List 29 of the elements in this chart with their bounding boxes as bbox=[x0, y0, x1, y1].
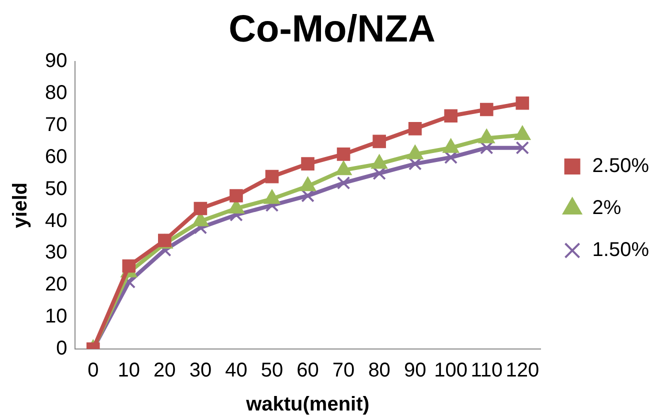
x-tick-label: 70 bbox=[332, 360, 355, 382]
x-tick-label: 10 bbox=[118, 360, 140, 382]
x-tick-label: 40 bbox=[225, 360, 248, 382]
x-tick-label: 30 bbox=[189, 360, 212, 382]
y-tick-label: 10 bbox=[44, 306, 68, 328]
x-axis-title: waktu(menit) bbox=[245, 394, 370, 416]
legend-label: 2% bbox=[592, 197, 622, 220]
y-tick-label: 70 bbox=[44, 114, 68, 136]
x-tick-label: 0 bbox=[88, 360, 99, 382]
x-tick-label: 50 bbox=[260, 360, 284, 382]
x-tick-label: 80 bbox=[368, 360, 390, 382]
legend-label: 1.50% bbox=[592, 239, 650, 262]
x-tick-label: 120 bbox=[506, 360, 540, 382]
y-tick-label: 90 bbox=[44, 50, 68, 72]
y-tick-label: 20 bbox=[44, 274, 68, 296]
chart-title: Co-Mo/NZA bbox=[228, 8, 436, 50]
y-tick-label: 50 bbox=[44, 178, 68, 200]
y-axis-title: yield bbox=[10, 182, 32, 228]
y-tick-label: 0 bbox=[56, 338, 68, 360]
x-tick-label: 60 bbox=[296, 360, 319, 382]
x-tick-label: 20 bbox=[154, 360, 176, 382]
y-tick-label: 30 bbox=[44, 242, 68, 264]
x-tick-label: 100 bbox=[434, 360, 468, 382]
x-tick-label: 90 bbox=[404, 360, 426, 382]
y-tick-label: 80 bbox=[44, 82, 68, 104]
x-tick-label: 110 bbox=[470, 360, 503, 382]
y-tick-label: 60 bbox=[44, 146, 68, 168]
y-tick-label: 40 bbox=[44, 210, 68, 232]
legend-label: 2.50% bbox=[592, 155, 650, 178]
